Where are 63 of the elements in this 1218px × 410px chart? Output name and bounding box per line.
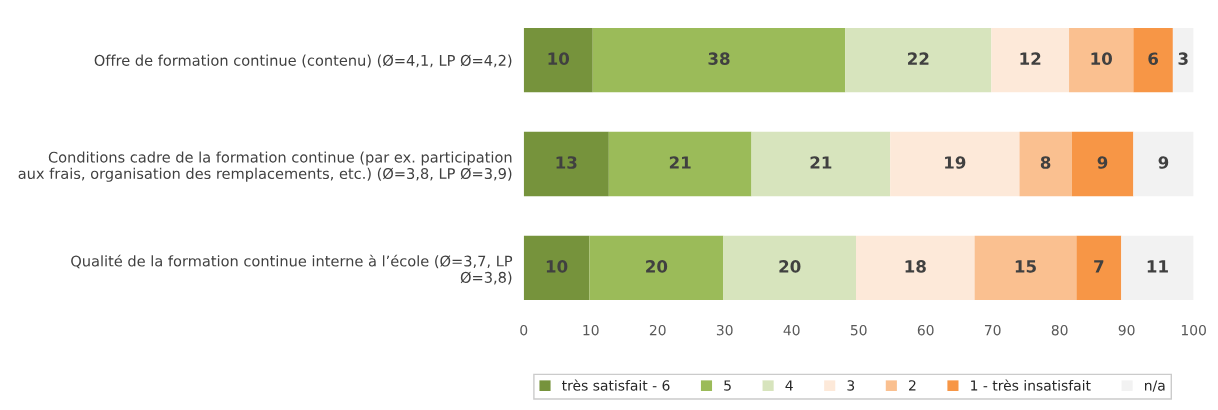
bar [1069,27,1134,93]
bar [592,27,846,93]
bar [1076,235,1122,301]
bar [523,131,609,197]
bar [1121,235,1194,301]
legend-label: 4 [785,380,793,391]
bar [723,235,857,301]
bar [1172,27,1194,93]
bar [974,235,1077,301]
legend-label: n/a [1145,380,1165,392]
data-label: 10 [1091,52,1112,65]
x-tick-label: 40 [783,324,800,336]
data-label: 21 [669,156,691,169]
x-tick-label: 20 [649,324,666,336]
data-label: 15 [1015,260,1036,273]
legend-label: très satisfait - 6 [562,379,670,391]
bar [523,235,590,301]
bar [1071,131,1134,197]
x-tick-label: 80 [1051,324,1068,336]
bar [856,235,975,301]
x-tick-label: 90 [1118,324,1135,336]
data-label: 12 [1020,52,1041,65]
data-label: 21 [810,156,832,169]
data-label: 19 [945,156,966,169]
bar [1019,131,1072,197]
legend-label: 5 [724,380,731,391]
bar [589,235,724,301]
data-label: 22 [908,52,929,65]
data-label: 9 [1097,156,1108,169]
x-tick-label: 70 [984,324,1001,336]
y-tick-label: Qualité de la formation continue interne à l’école (Ø=3,7, LP Ø=3,8) [71,254,513,285]
data-label: 8 [1040,156,1051,169]
data-label: 10 [546,260,568,273]
legend-label: 1 - très insatisfait [971,379,1091,391]
bar [1133,27,1173,93]
legend-label: 3 [847,380,855,391]
legend-label: 2 [909,380,916,391]
data-label: 6 [1148,52,1159,65]
bar [991,27,1070,93]
x-tick-label: 100 [1181,324,1206,336]
data-label: 20 [646,260,668,273]
data-label: 3 [1178,52,1188,65]
data-label: 20 [779,260,801,273]
x-tick-label: 30 [716,324,733,336]
y-tick-label: Conditions cadre de la formation continue (par ex. participation aux frais, organisation des remplacements, etc.) (Ø=3,8, LP Ø=3,9) [18,151,512,182]
bar [751,131,891,197]
bar [845,27,992,93]
x-tick-label: 50 [850,324,867,336]
bar [523,27,593,93]
data-label: 7 [1094,260,1104,273]
data-label: 18 [905,260,926,273]
data-label: 13 [556,156,577,169]
bar [608,131,752,197]
x-tick-label: 10 [583,324,599,336]
data-label: 38 [708,52,730,65]
y-tick-label: Offre de formation continue (contenu) (Ø=4,1, LP Ø=4,2) [94,54,512,68]
bar [1133,131,1194,197]
data-label: 11 [1147,260,1168,273]
bar [890,131,1020,197]
x-tick-label: 0 [520,324,528,336]
data-label: 9 [1158,156,1169,169]
data-label: 10 [548,52,570,65]
x-tick-label: 60 [917,324,934,336]
